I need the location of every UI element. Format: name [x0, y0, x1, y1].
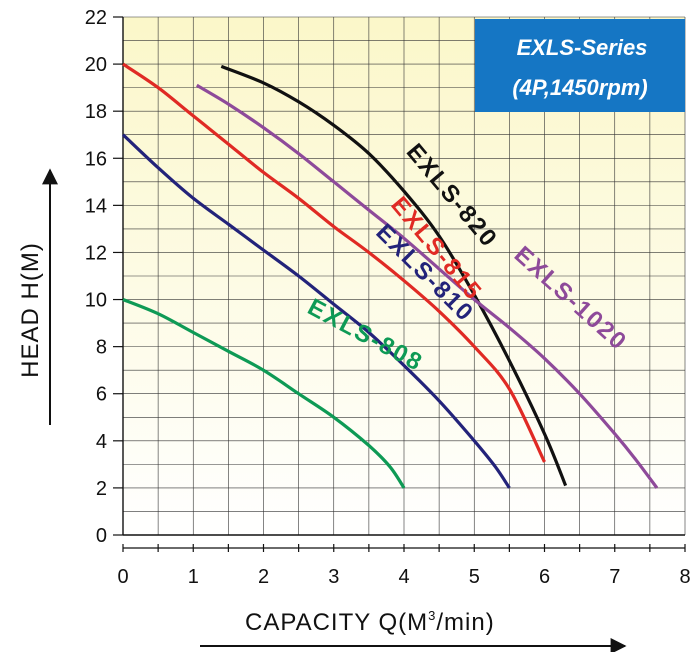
- x-tick-label: 5: [469, 566, 480, 588]
- y-tick-label: 0: [96, 525, 107, 547]
- x-tick-label: 0: [117, 566, 128, 588]
- y-axis-label: HEAD H(M): [17, 242, 44, 378]
- y-tick-label: 12: [85, 242, 107, 264]
- y-tick-label: 10: [85, 290, 107, 312]
- chart-title: EXLS-Series: [517, 35, 648, 60]
- curve-exls-815: [122, 62, 546, 463]
- title-box: EXLS-Series (4P,1450rpm): [475, 19, 685, 112]
- x-tick-label: 3: [328, 566, 339, 588]
- axes: [122, 17, 685, 536]
- x-tick-label: 4: [398, 566, 409, 588]
- x-tick-labels: 0 1 2 3 4 5 6 7 8: [117, 544, 691, 588]
- x-axis-label-main: CAPACITY Q(M: [245, 609, 428, 636]
- curve-exls-810: [121, 133, 511, 489]
- x-tick-label: 8: [679, 566, 690, 588]
- x-axis-label: CAPACITY Q(M3/min): [245, 608, 495, 636]
- y-tick-label: 16: [85, 148, 107, 170]
- y-tick-label: 4: [96, 431, 107, 453]
- y-tick-label: 14: [85, 195, 107, 217]
- curve-exls-808: [122, 298, 406, 489]
- x-axis-label-superscript: 3: [428, 608, 436, 623]
- x-tick-label: 2: [258, 566, 269, 588]
- curve-exls-1020: [195, 83, 659, 489]
- y-tick-label: 2: [96, 478, 107, 500]
- y-tick-labels: 0 2 4 6 8 10 12 14 16 18 20 22: [85, 7, 123, 547]
- x-axis-label-tail: /min): [436, 609, 494, 636]
- y-tick-label: 6: [96, 384, 107, 406]
- x-tick-label: 6: [539, 566, 550, 588]
- curve-exls-820: [220, 64, 568, 487]
- y-tick-label: 18: [85, 101, 107, 123]
- y-tick-label: 22: [85, 7, 107, 29]
- series-curves: [121, 62, 659, 489]
- y-tick-label: 8: [96, 337, 107, 359]
- y-tick-label: 20: [85, 54, 107, 76]
- x-tick-label: 7: [609, 566, 620, 588]
- chart-subtitle: (4P,1450rpm): [512, 75, 647, 100]
- x-tick-label: 1: [188, 566, 199, 588]
- title-background: [475, 19, 685, 112]
